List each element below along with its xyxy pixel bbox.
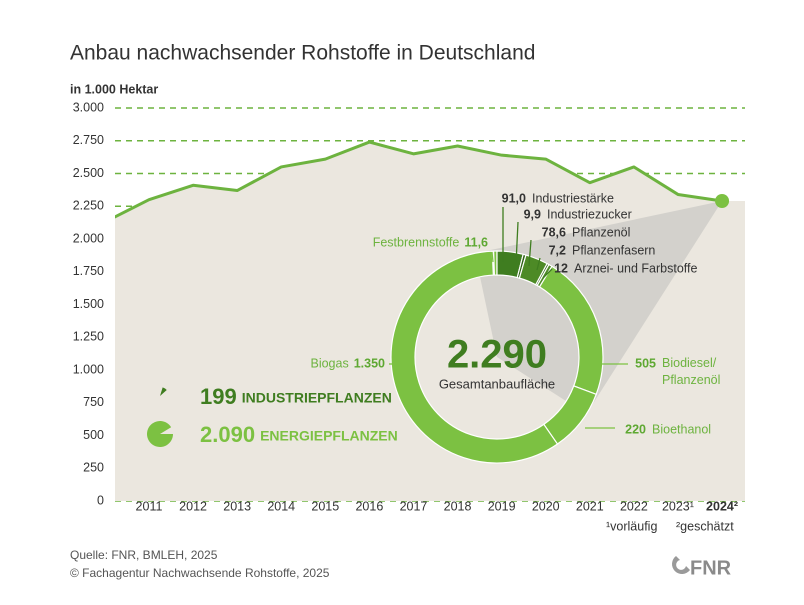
data-label: 1.350 [354, 356, 385, 370]
y-tick-label: 1.250 [73, 330, 104, 344]
data-label: 505 [635, 356, 656, 370]
y-axis-label: in 1.000 Hektar [70, 82, 158, 96]
data-label: 7,2 [549, 243, 566, 257]
leader-line [528, 239, 532, 267]
x-tick-label: 2011 [136, 499, 163, 513]
footnote: ¹vorläufig [606, 519, 657, 533]
highlight-dot [715, 194, 730, 209]
x-tick-label: 2015 [311, 499, 339, 513]
x-tick-label: 2013 [223, 499, 251, 513]
x-tick-label: 2019 [488, 499, 516, 513]
legend-value: 199 [200, 384, 237, 409]
x-tick-label: 2012 [179, 499, 207, 513]
x-tick-label: 2017 [400, 499, 428, 513]
legend-value: 2.090 [200, 422, 255, 447]
legend-label: ENERGIEPFLANZEN [260, 428, 398, 444]
y-tick-label: 1.750 [73, 264, 104, 278]
legend-label: INDUSTRIEPFLANZEN [242, 390, 392, 406]
data-label: 91,0 [502, 191, 526, 205]
data-label: 9,9 [524, 207, 541, 221]
x-tick-label: 2021 [576, 499, 604, 513]
y-tick-label: 2.000 [73, 231, 104, 245]
data-label: 12 [554, 261, 568, 275]
category-label: Festbrennstoffe [373, 235, 460, 249]
chart-title: Anbau nachwachsender Rohstoffe in Deutsc… [70, 42, 535, 65]
donut-total: 2.290 [447, 333, 547, 377]
highlight-point [715, 194, 730, 209]
leader-line [515, 221, 519, 265]
logo: FNR [672, 556, 732, 579]
x-tick-label: 2022 [620, 499, 648, 513]
line [115, 140, 723, 219]
category-label: Biogas [310, 356, 348, 370]
callout-wedge [475, 201, 723, 414]
data-label: 78,6 [542, 225, 566, 239]
x-tick-label: 2016 [355, 499, 383, 513]
x-tick-label: 2023¹ [662, 499, 694, 513]
copyright: © Fachagentur Nachwachsende Rohstoffe, 2… [70, 566, 330, 580]
donut-segment [390, 250, 559, 464]
footnote: ²geschätzt [676, 519, 734, 533]
category-label: Industriezucker [547, 207, 632, 221]
leader-line [542, 268, 553, 279]
y-tick-label: 1.000 [73, 362, 104, 376]
source: Quelle: FNR, BMLEH, 2025 [70, 548, 218, 562]
y-tick-label: 2.750 [73, 133, 104, 147]
y-tick-label: 2.500 [73, 166, 104, 180]
category-label: Pflanzenöl [572, 225, 630, 239]
y-tick-label: 250 [83, 461, 104, 475]
donut-center-label: Gesamtanbaufläche [439, 376, 555, 391]
leader-line [491, 251, 494, 263]
y-tick-label: 0 [97, 493, 104, 507]
category-label: Pflanzenfasern [572, 243, 655, 257]
y-tick-label: 500 [83, 428, 104, 442]
y-tick-label: 2.250 [73, 199, 104, 213]
data-label: 11,6 [464, 235, 488, 249]
leader-line [536, 257, 541, 271]
y-tick-label: 1.500 [73, 297, 104, 311]
logo-text: FNR [690, 557, 732, 579]
category-label: Bioethanol [652, 422, 711, 436]
legend-icon [160, 387, 167, 396]
y-tick-label: 3.000 [73, 100, 104, 114]
area [115, 142, 745, 501]
x-tick-label: 2014 [267, 499, 295, 513]
category-label: Arznei- und Farbstoffe [574, 261, 697, 275]
x-tick-label: 2018 [444, 499, 472, 513]
legend-icon [147, 421, 173, 448]
category-label: Biodiesel/Pflanzenöl [662, 356, 720, 387]
x-tick-label: 2024² [706, 499, 738, 513]
y-tick-label: 750 [83, 395, 104, 409]
category-label: Industriestärke [532, 191, 614, 205]
data-label: 220 [625, 422, 646, 436]
x-tick-label: 2020 [532, 499, 560, 513]
